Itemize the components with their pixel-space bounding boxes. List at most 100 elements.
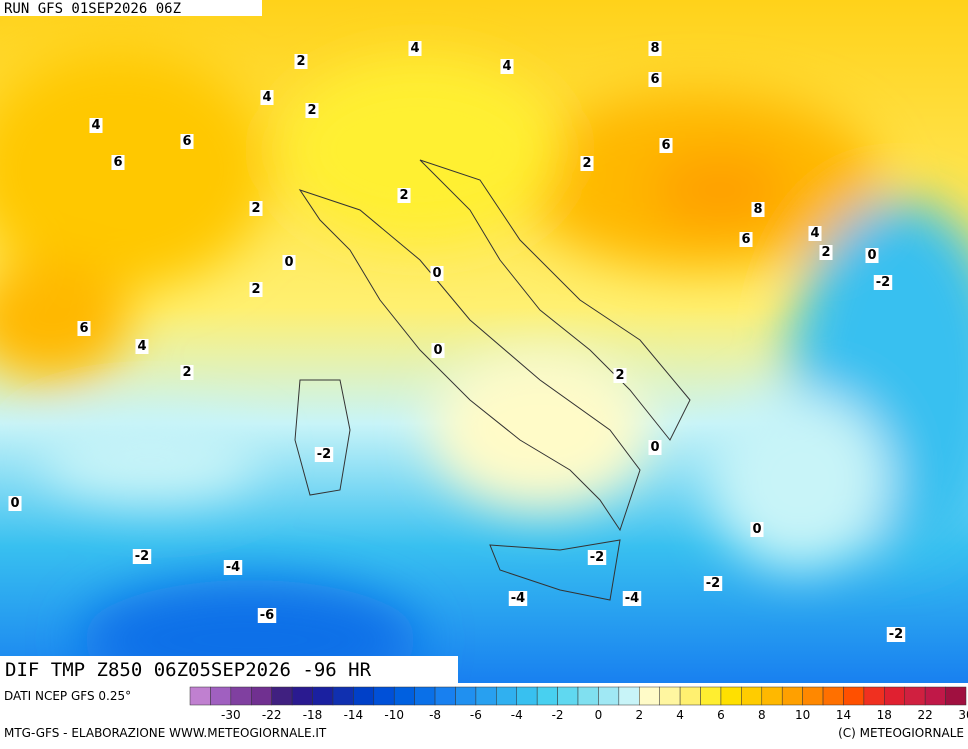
contour-label: -4 [625, 591, 639, 606]
label-bg [648, 440, 662, 455]
colorbar-label: 8 [758, 708, 766, 722]
contour-label: 4 [91, 118, 100, 133]
label-bg [180, 134, 194, 149]
colorbar-swatch [904, 686, 926, 706]
contour-label: -4 [226, 560, 240, 575]
label-bg [865, 248, 879, 263]
colorbar-swatch [802, 686, 824, 706]
contour-label: -2 [135, 549, 149, 564]
colorbar-label: -4 [511, 708, 523, 722]
contour-label: -2 [889, 627, 903, 642]
label-bg [659, 138, 673, 153]
colorbar-label: 14 [836, 708, 851, 722]
contour-label: 4 [262, 90, 271, 105]
colorbar-label: 4 [676, 708, 684, 722]
colorbar-label: -22 [262, 708, 282, 722]
colorbar-label: 18 [877, 708, 892, 722]
contour-label: 2 [821, 245, 830, 260]
colorbar-swatch [945, 686, 967, 706]
contour-label: 6 [741, 232, 750, 247]
colorbar-label: 2 [635, 708, 643, 722]
colorbar-swatch [434, 686, 456, 706]
label-bg [294, 54, 308, 69]
colorbar-label: 30 [958, 708, 968, 722]
colorbar-swatch [884, 686, 905, 706]
contour-label: 6 [113, 155, 122, 170]
run-label: RUN GFS 01SEP2026 06Z [4, 1, 181, 17]
contour-label: 6 [650, 72, 659, 87]
contour-label: 0 [650, 440, 659, 455]
colorbar-swatch [679, 686, 701, 706]
contour-label: -6 [260, 608, 274, 623]
source-label: DATI NCEP GFS 0.25° [4, 689, 131, 703]
colorbar-swatch [557, 686, 579, 706]
colorbar-label: -10 [384, 708, 404, 722]
colorbar-swatch [332, 686, 354, 706]
label-bg [8, 496, 22, 511]
label-bg [77, 321, 91, 336]
label-bg [648, 41, 662, 56]
colorbar-swatch [312, 686, 334, 706]
label-bg [249, 282, 263, 297]
contour-label: 4 [410, 41, 419, 56]
colorbar-swatch [822, 686, 844, 706]
label-bg [282, 255, 296, 270]
colorbar-swatch [496, 686, 517, 706]
label-bg [135, 339, 149, 354]
colorbar-swatch [455, 686, 477, 706]
colorbar-swatch [536, 686, 558, 706]
label-bg [750, 522, 764, 537]
contour-label: -2 [317, 447, 331, 462]
colorbar-swatch [598, 686, 620, 706]
contour-label: 8 [650, 41, 659, 56]
label-bg [819, 245, 833, 260]
colorbar-swatch [475, 686, 497, 706]
contour-label: 0 [752, 522, 761, 537]
colorbar-swatch [618, 686, 640, 706]
label-bg [89, 118, 103, 133]
label-bg [408, 41, 422, 56]
colorbar-swatch [516, 686, 538, 706]
colorbar-label: -8 [429, 708, 441, 722]
colorbar-swatch [353, 686, 375, 706]
label-bg [613, 368, 627, 383]
label-bg [257, 608, 277, 623]
contour-label: 6 [661, 138, 670, 153]
colorbar-swatch [577, 686, 599, 706]
label-bg [703, 576, 723, 591]
colorbar-swatch [271, 686, 293, 706]
contour-label: 2 [251, 201, 260, 216]
colorbar-swatch [863, 686, 885, 706]
contour-label: 0 [10, 496, 19, 511]
contour-label: 8 [753, 202, 762, 217]
header-box [0, 0, 262, 16]
colorbar-label: -14 [344, 708, 364, 722]
contour-label: -4 [511, 591, 525, 606]
label-bg [500, 59, 514, 74]
label-bg [739, 232, 753, 247]
label-bg [132, 549, 152, 564]
colorbar-swatch [781, 686, 803, 706]
contour-label: 6 [182, 134, 191, 149]
colorbar-label: -18 [303, 708, 323, 722]
contour-label: 0 [867, 248, 876, 263]
contour-label: 4 [502, 59, 511, 74]
title-box [0, 656, 458, 683]
colorbar-swatch [414, 686, 436, 706]
label-bg [305, 103, 319, 118]
contour-label: 0 [284, 255, 293, 270]
colorbar-swatch [210, 686, 232, 706]
colorbar-swatch [393, 686, 415, 706]
colorbar-label: -2 [552, 708, 564, 722]
colorbar-label: 6 [717, 708, 725, 722]
label-bg [260, 90, 274, 105]
contour-label: -2 [876, 275, 890, 290]
label-bg [622, 591, 642, 606]
colorbar-label: 0 [595, 708, 603, 722]
colorbar-swatch [189, 686, 211, 706]
colorbar-swatch [843, 686, 865, 706]
contour-label: 4 [810, 226, 819, 241]
colorbar-swatch [659, 686, 681, 706]
label-bg [223, 560, 243, 575]
